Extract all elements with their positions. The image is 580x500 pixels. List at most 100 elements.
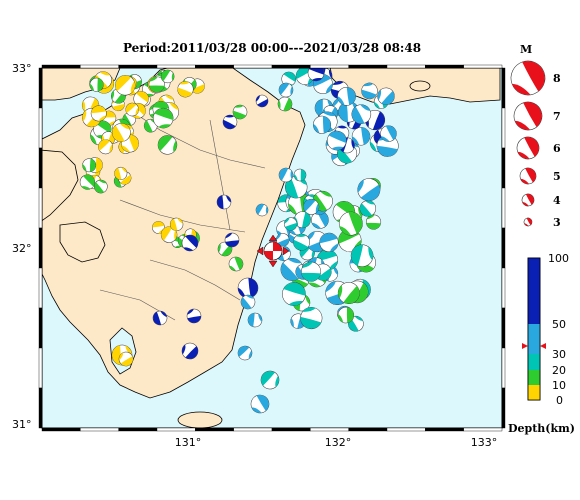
focal-mechanism-beachball bbox=[277, 96, 293, 112]
depth-band-30-50 bbox=[528, 324, 540, 354]
focal-mechanism-beachball bbox=[278, 167, 294, 183]
focal-mechanism-beachball bbox=[350, 244, 374, 267]
focal-mechanism-beachball bbox=[222, 114, 238, 130]
focal-mechanism-beachball bbox=[240, 294, 256, 310]
focal-mechanism-beachball bbox=[148, 76, 165, 93]
focal-mechanism-beachball bbox=[114, 166, 128, 180]
focal-mechanism-beachball bbox=[365, 214, 382, 230]
magnitude-legend-label: 6 bbox=[553, 142, 561, 155]
lon-label-132: 132° bbox=[325, 436, 352, 449]
focal-mechanism-beachball bbox=[284, 217, 298, 231]
western-peninsula bbox=[42, 149, 79, 222]
focal-mechanism-beachball bbox=[337, 282, 360, 305]
focal-mechanism-beachball bbox=[177, 81, 194, 98]
latest-event-marker bbox=[256, 234, 290, 268]
lon-label-133: 133° bbox=[471, 436, 498, 449]
magnitude-legend-label: 7 bbox=[553, 110, 561, 123]
focal-mechanism-beachball bbox=[94, 179, 108, 194]
focal-mechanism-beachball bbox=[278, 82, 294, 98]
lon-label-131: 131° bbox=[175, 436, 202, 449]
focal-mechanism-beachball bbox=[79, 174, 96, 190]
depth-tick-50: 50 bbox=[552, 318, 566, 331]
focal-mechanism-beachball bbox=[133, 91, 149, 107]
focal-mechanism-beachball bbox=[301, 261, 322, 282]
depth-tick-10: 10 bbox=[552, 379, 566, 392]
focal-mechanism-beachball bbox=[337, 87, 356, 106]
amakusa-island bbox=[59, 221, 106, 263]
focal-mechanism-beachball bbox=[118, 351, 134, 367]
magnitude-legend-item: 8 bbox=[510, 60, 561, 96]
focal-mechanism-beachball bbox=[160, 69, 175, 84]
focal-mechanism-beachball bbox=[300, 306, 323, 330]
focal-mechanism-beachball bbox=[90, 105, 107, 122]
map-area bbox=[38, 64, 506, 432]
magnitude-legend-title: M bbox=[520, 43, 532, 56]
focal-mechanism-beachball bbox=[160, 226, 178, 243]
focal-mechanism-beachball bbox=[250, 394, 270, 414]
small-island bbox=[409, 80, 431, 92]
focal-mechanism-beachball bbox=[115, 75, 136, 96]
lat-label-31: 31° bbox=[12, 418, 32, 431]
focal-mechanism-beachball bbox=[228, 256, 244, 272]
focal-mechanism-beachball bbox=[125, 102, 139, 117]
map-frame-ticks bbox=[38, 64, 506, 432]
depth-band-50-100 bbox=[528, 258, 540, 324]
focal-mechanism-beachball bbox=[327, 130, 347, 151]
lat-label-33: 33° bbox=[12, 62, 32, 75]
depth-marker-left bbox=[522, 343, 528, 349]
lat-label-32: 32° bbox=[12, 242, 32, 255]
focal-mechanism-beachball bbox=[237, 277, 259, 299]
focal-mechanism-beachball bbox=[319, 232, 339, 252]
focal-mechanism-beachball bbox=[351, 127, 371, 146]
focal-mechanism-beachball bbox=[255, 94, 269, 108]
depth-tick-100: 100 bbox=[548, 252, 569, 265]
focal-mechanism-beachball bbox=[111, 123, 131, 142]
magnitude-legend-label: 5 bbox=[553, 170, 561, 183]
depth-marker-right bbox=[540, 343, 546, 349]
focal-mechanism-beachball bbox=[337, 306, 355, 324]
focal-mechanism-beachball bbox=[359, 200, 377, 217]
focal-mechanism-beachball bbox=[361, 82, 378, 100]
focal-mechanism-beachball bbox=[232, 104, 248, 120]
depth-band-20-30 bbox=[528, 354, 540, 370]
focal-mechanism-beachball bbox=[380, 125, 397, 142]
focal-mechanism-beachball bbox=[181, 234, 199, 252]
magnitude-legend-item: 4 bbox=[521, 193, 561, 207]
focal-mechanism-beachball bbox=[351, 104, 372, 124]
magnitude-legend: M 8 7 6 5 4 3 bbox=[510, 43, 561, 229]
magnitude-legend-label: 3 bbox=[553, 216, 561, 229]
focal-mechanism-beachball bbox=[181, 342, 199, 360]
focal-mechanism-beachball bbox=[293, 168, 307, 182]
depth-band-0-10 bbox=[528, 385, 540, 400]
magnitude-legend-item: 6 bbox=[516, 136, 561, 160]
depth-tick-30: 30 bbox=[552, 348, 566, 361]
focal-mechanism-beachball bbox=[216, 194, 232, 210]
focal-mechanism-beachball bbox=[237, 345, 253, 361]
focal-mechanism-beachball bbox=[276, 233, 290, 247]
focal-mechanism-beachball bbox=[357, 178, 381, 202]
focal-mechanism-beachball bbox=[338, 211, 363, 236]
focal-mechanism-beachball bbox=[255, 203, 269, 217]
focal-mechanism-beachball bbox=[280, 257, 304, 281]
magnitude-legend-item: 3 bbox=[523, 216, 561, 229]
focal-mechanism-beachball bbox=[313, 115, 332, 134]
focal-mechanism-beachball bbox=[169, 217, 184, 231]
depth-band-10-20 bbox=[528, 370, 540, 385]
magnitude-legend-item: 5 bbox=[519, 167, 561, 185]
focal-mechanism-beachball bbox=[282, 282, 306, 306]
focal-mechanism-beachball bbox=[89, 77, 104, 92]
focal-mechanism-beachball bbox=[293, 233, 310, 251]
focal-mechanism-beachball bbox=[303, 198, 320, 215]
focal-mechanism-beachball bbox=[247, 312, 263, 328]
focal-mechanism-beachball bbox=[82, 158, 97, 173]
depth-legend-label: Depth(km) bbox=[508, 422, 575, 435]
focal-mechanism-beachball bbox=[157, 135, 178, 155]
focal-mechanism-beachball bbox=[152, 221, 165, 234]
magnitude-legend-item: 7 bbox=[513, 101, 561, 131]
focal-mechanism-events bbox=[79, 68, 399, 414]
focal-mechanism-beachball bbox=[260, 370, 280, 390]
focal-mechanism-beachball bbox=[186, 308, 202, 324]
depth-tick-0: 0 bbox=[556, 394, 563, 407]
focal-mechanism-beachball bbox=[98, 139, 113, 155]
